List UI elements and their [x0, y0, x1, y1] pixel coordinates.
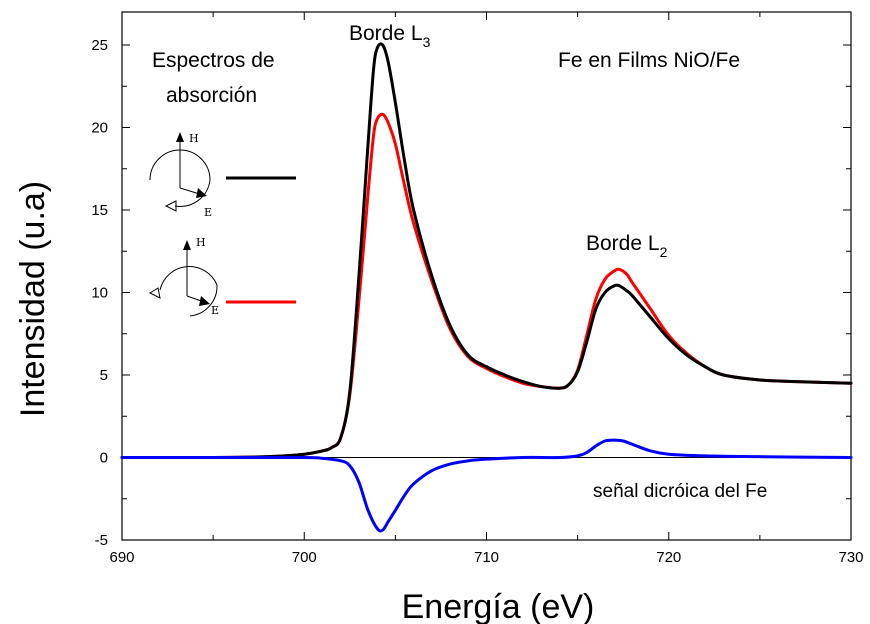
legend-e-label-2: E	[211, 304, 219, 317]
y-tick-label: 15	[91, 202, 108, 219]
plot-area: 690 700 710 720 730 -5 0 5 10 15 20 25	[91, 11, 864, 566]
l2-edge-label-main: Borde L	[586, 232, 660, 255]
l3-edge-label-main: Borde L	[349, 22, 423, 45]
series-line-2	[120, 438, 853, 533]
series-line-0	[120, 42, 853, 460]
x-tick-label: 700	[292, 549, 317, 566]
legend-h-label-1: H	[189, 132, 199, 145]
y-tick-label: 10	[91, 285, 108, 302]
y-tick-label: 0	[100, 450, 108, 467]
x-tick-label: 730	[838, 549, 863, 566]
x-tick-label: 720	[656, 549, 681, 566]
legend-item-black: H E	[149, 132, 296, 219]
legend-e-label-1: E	[204, 206, 212, 219]
y-tick-label: 5	[100, 367, 108, 384]
legend-h-label-2: H	[196, 236, 206, 249]
series-lines	[120, 42, 853, 533]
legend-item-red: H E	[148, 236, 296, 317]
l2-edge-label-sub: 2	[660, 244, 668, 260]
y-tick-label: -5	[95, 532, 108, 549]
legend-title-line1: Espectros de	[152, 49, 275, 72]
y-axis-title: Intensidad (u.a)	[14, 181, 52, 417]
annotation-top-right: Fe en Films NiO/Fe	[558, 49, 740, 72]
x-axis-title: Energía (eV)	[402, 588, 595, 624]
polarization-diagram-icon-2	[148, 240, 218, 317]
legend-title-line2: absorción	[166, 84, 257, 107]
series-line-1	[120, 112, 853, 460]
x-tick-label: 690	[109, 549, 134, 566]
l3-edge-label-sub: 3	[423, 34, 431, 50]
y-tick-label: 25	[91, 37, 108, 54]
dichroic-signal-label: señal dicróica del Fe	[593, 481, 767, 502]
polarization-diagram-icon	[149, 132, 211, 212]
y-tick-label: 20	[91, 120, 108, 137]
l2-edge-label: Borde L2	[586, 232, 668, 260]
l3-edge-label: Borde L3	[349, 22, 431, 50]
x-tick-label: 710	[474, 549, 499, 566]
tick-labels: 690 700 710 720 730 -5 0 5 10 15 20 25	[91, 37, 863, 566]
